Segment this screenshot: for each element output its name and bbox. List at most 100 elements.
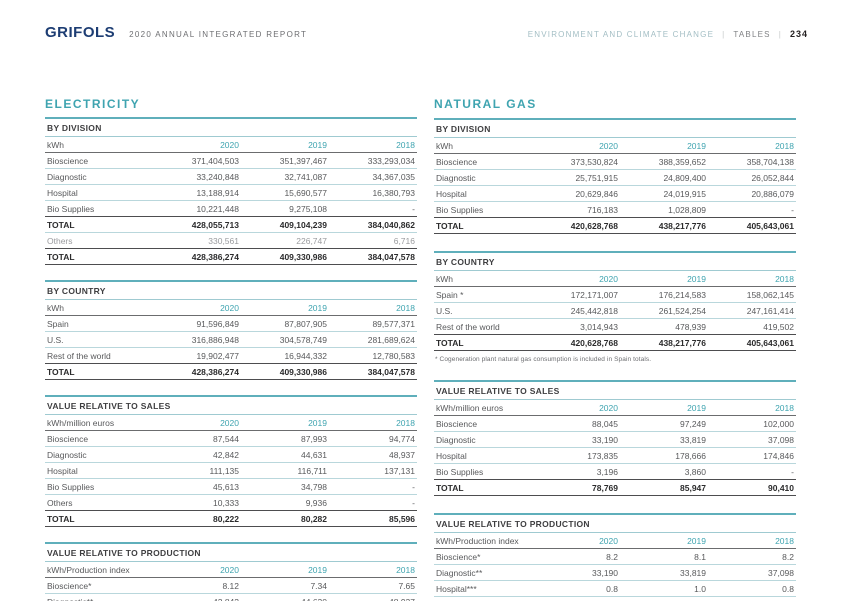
table-block: BY DIVISION kWh 2020 2019 2018 Bioscience 371,… (45, 117, 417, 265)
cell-value: 42,842 (153, 446, 241, 463)
table-title: BY COUNTRY (45, 282, 417, 300)
breadcrumb-tables: TABLES (733, 30, 771, 39)
table-body: Bioscience* 8.2 8.1 8.2 Diagnostic** 33,190 33… (434, 548, 796, 601)
cell-value: 428,386,274 (153, 363, 241, 380)
cell-value: 16,380,793 (329, 184, 417, 201)
table-body: Bioscience*8.127.347.65Diagnostic**42,84… (45, 577, 417, 601)
row-label: TOTAL (434, 217, 532, 234)
cell-value: 33,190 (532, 564, 620, 581)
year-header: 2018 (708, 271, 796, 287)
cell-value: 420,628,768 (532, 334, 620, 351)
row-label: TOTAL (434, 334, 532, 351)
cell-value: 32,741,087 (241, 168, 329, 185)
cell-value: 10,221,448 (153, 200, 241, 217)
cell-value: 304,578,749 (241, 331, 329, 348)
cell-value: 281,689,624 (329, 331, 417, 348)
cell-value: - (329, 478, 417, 495)
cell-value: 15,690,577 (241, 184, 329, 201)
table-block: VALUE RELATIVE TO PRODUCTION kWh/Producti… (45, 542, 417, 601)
cell-value: 9,936 (241, 494, 329, 511)
year-header: 2020 (153, 137, 241, 153)
year-header: 2020 (532, 533, 620, 549)
table-row: TOTAL 428,386,274 409,330,986 384,047,578 (45, 363, 417, 380)
header-row: kWh/million euros 2020 2019 2018 (45, 415, 417, 431)
row-label: U.S. (45, 331, 153, 348)
table-title: BY DIVISION (45, 119, 417, 137)
cell-value: 33,190 (532, 431, 620, 448)
cell-value: 116,711 (241, 462, 329, 479)
data-table: kWh 2020 2019 2018 Spain * 172,171,007 176,214… (434, 271, 796, 351)
cell-value: 716,183 (532, 201, 620, 218)
row-label: Bioscience* (434, 548, 532, 565)
unit-label: kWh/million euros (45, 415, 153, 431)
row-label: Hospital (45, 462, 153, 479)
cell-value: 384,047,578 (329, 248, 417, 265)
cell-value: 438,217,776 (620, 217, 708, 234)
cell-value: 8.2 (708, 548, 796, 565)
row-label: Bioscience (434, 415, 532, 432)
table-head: kWh/million euros 2020 2019 2018 (45, 415, 417, 431)
header-row: kWh/Production index 2020 2019 2018 (45, 562, 417, 578)
breadcrumb-separator: | (778, 30, 782, 39)
table-block: VALUE RELATIVE TO SALES kWh/million euros… (45, 395, 417, 527)
table-block: VALUE RELATIVE TO PRODUCTION kWh/Producti… (434, 513, 796, 601)
cell-value: 9,275,108 (241, 200, 329, 217)
page-number: 234 (789, 29, 808, 39)
cell-value: 42,842 (153, 593, 241, 601)
cell-value: 78,769 (532, 479, 620, 496)
table-row: U.S. 245,442,818 261,524,254 247,161,414 (434, 302, 796, 319)
table-row: Diagnostic** 33,190 33,819 37,098 (434, 564, 796, 581)
table-row: Others 330,561 226,747 6,716 (45, 232, 417, 249)
cell-value: - (329, 200, 417, 217)
table-row: Diagnostic 42,842 44,631 48,937 (45, 446, 417, 463)
table-row: TOTAL 420,628,768 438,217,776 405,643,061 (434, 217, 796, 234)
table-row: Bio Supplies 45,613 34,798- (45, 478, 417, 495)
cell-value: 261,524,254 (620, 302, 708, 319)
data-table: kWh 2020 2019 2018 Spain 91,596,849 87,807,905… (45, 300, 417, 380)
row-label: Diagnostic** (45, 593, 153, 601)
row-label: Hospital (45, 184, 153, 201)
cell-value: 158,062,145 (708, 286, 796, 303)
row-label: Bio Supplies (434, 463, 532, 480)
table-head: kWh/Production index 2020 2019 2018 (45, 562, 417, 578)
cell-value: 111,135 (153, 462, 241, 479)
cell-value: 24,809,400 (620, 169, 708, 186)
header-row: kWh 2020 2019 2018 (434, 271, 796, 287)
year-header: 2019 (241, 562, 329, 578)
cell-value: 409,330,986 (241, 363, 329, 380)
data-table: kWh/Production index 2020 2019 2018 Bioscien… (45, 562, 417, 601)
cell-value: 384,040,862 (329, 216, 417, 233)
cell-value: 44,630 (241, 593, 329, 601)
cell-value: 438,217,776 (620, 334, 708, 351)
year-header: 2018 (329, 300, 417, 316)
row-label: TOTAL (45, 216, 153, 233)
cell-value: 388,359,652 (620, 153, 708, 170)
breadcrumb: ENVIRONMENT AND CLIMATE CHANGE | TABLES … (528, 29, 808, 39)
table-head: kWh 2020 2019 2018 (434, 271, 796, 287)
cell-value: 226,747 (241, 232, 329, 249)
unit-label: kWh (434, 271, 532, 287)
cell-value: 97,249 (620, 415, 708, 432)
cell-value: 90,410 (708, 479, 796, 496)
row-label: TOTAL (45, 363, 153, 380)
row-label: TOTAL (45, 248, 153, 265)
table-row: Bioscience 87,544 87,993 94,774 (45, 430, 417, 447)
table-body: Bioscience 371,404,503 351,397,467 333,293,… (45, 152, 417, 265)
breadcrumb-section: ENVIRONMENT AND CLIMATE CHANGE (527, 30, 715, 39)
table-block: BY COUNTRY kWh 2020 2019 2018 Spain 91,596,849… (45, 280, 417, 380)
cell-value: 8.12 (153, 577, 241, 594)
cell-value: 428,386,274 (153, 248, 241, 265)
year-header: 2019 (620, 400, 708, 416)
year-header: 2020 (153, 562, 241, 578)
table-row: Others 10,333 9,936- (45, 494, 417, 511)
year-header: 2019 (620, 533, 708, 549)
row-label: U.S. (434, 302, 532, 319)
cell-value: - (329, 494, 417, 511)
table-row: TOTAL 80,222 80,282 85,596 (45, 510, 417, 527)
table-block: BY COUNTRY kWh 2020 2019 2018 Spain * 172,171,… (434, 251, 796, 363)
year-header: 2019 (241, 300, 329, 316)
year-header: 2020 (532, 271, 620, 287)
cell-value: 8.1 (620, 548, 708, 565)
data-table: kWh/million euros 2020 2019 2018 Bioscience 8… (434, 400, 796, 496)
